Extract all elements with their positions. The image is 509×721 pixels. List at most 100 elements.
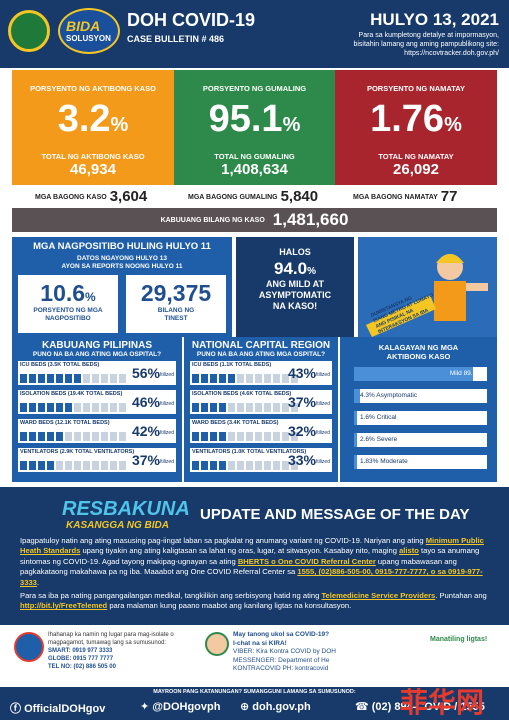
bed-icons-bar bbox=[20, 457, 130, 470]
bed-icon bbox=[201, 403, 208, 412]
bed-icon bbox=[65, 403, 72, 412]
bed-icon bbox=[110, 461, 117, 470]
bed-icon bbox=[101, 374, 108, 383]
contact-section bbox=[0, 625, 509, 687]
hospital-row: VENTILATORS (1.0K TOTAL VENTILATORS) 33% U… bbox=[190, 448, 332, 472]
ncr-hospital-panel: NATIONAL CAPITAL REGION PUNO NA BA ANG A… bbox=[184, 337, 338, 482]
ph-title: KABUUANG PILIPINAS bbox=[41, 340, 152, 351]
active-label: PORSYENTO NG AKTIBONG KASO bbox=[30, 84, 156, 93]
bed-icon bbox=[74, 461, 81, 470]
update-paragraph-2: Para sa iba pa nating pangangailangan me… bbox=[20, 591, 487, 611]
facebook-link[interactable]: ⓕ OfficialDOHgov bbox=[10, 703, 106, 715]
bed-icons-bar bbox=[192, 370, 302, 383]
note-line: bisitahin lamang ang aming pampublikong … bbox=[353, 41, 499, 48]
case-status-fill bbox=[354, 455, 357, 469]
bed-icon bbox=[264, 374, 271, 383]
case-status-bar: 1.83% Moderate bbox=[354, 455, 487, 469]
bed-icon bbox=[47, 374, 54, 383]
hospital-row: WARD BEDS (3.4K TOTAL BEDS) 32% Utilized bbox=[190, 419, 332, 443]
bed-icon bbox=[101, 461, 108, 470]
distancing-poster: DUMISTANSYA NG ISANG METRO AT LUMAYO ANG P… bbox=[358, 237, 497, 337]
doh-seal-icon bbox=[8, 10, 50, 52]
bed-icon bbox=[219, 374, 226, 383]
tested-box: 29,375 BILANG NG TINEST bbox=[126, 275, 226, 333]
bed-icons-bar bbox=[20, 399, 130, 412]
bed-icon bbox=[255, 432, 262, 441]
bed-icon bbox=[255, 374, 262, 383]
ph-sub: PUNO NA BA ANG ATING MGA OSPITAL? bbox=[32, 351, 162, 358]
website-link[interactable]: ⊕ doh.gov.ph bbox=[240, 701, 311, 713]
bed-icon bbox=[29, 403, 36, 412]
bed-icons-bar bbox=[192, 399, 302, 412]
bed-icon bbox=[83, 403, 90, 412]
hospital-row-pct: 37% bbox=[287, 394, 316, 410]
twitter-link[interactable]: ✦ @DOHgovph bbox=[140, 701, 221, 713]
hotline-logo-icon bbox=[14, 632, 44, 662]
bed-icon bbox=[56, 432, 63, 441]
bed-icon bbox=[47, 461, 54, 470]
utilized-label: Utilized bbox=[157, 459, 174, 465]
hospital-row-label: WARD BEDS (12.1K TOTAL BEDS) bbox=[20, 420, 110, 426]
hospital-row-label: ICU BEDS (3.5K TOTAL BEDS) bbox=[20, 362, 100, 368]
bulletin-date: HULYO 13, 2021 bbox=[370, 10, 499, 29]
bed-icon bbox=[246, 403, 253, 412]
hospital-row: VENTILATORS (2.9K TOTAL VENTILATORS) 37% U… bbox=[18, 448, 176, 472]
bed-icon bbox=[110, 432, 117, 441]
hospital-row-label: ISOLATION BEDS (19.4K TOTAL BEDS) bbox=[20, 391, 123, 397]
bed-icon bbox=[291, 432, 298, 441]
bed-icon bbox=[291, 403, 298, 412]
telemed-link[interactable]: http://bit.ly/FreeTelemed bbox=[20, 601, 108, 611]
bed-icon bbox=[38, 403, 45, 412]
bed-icons-bar bbox=[192, 457, 302, 470]
bed-icon bbox=[246, 374, 253, 383]
bed-icon bbox=[246, 432, 253, 441]
recovered-label: PORSYENTO NG GUMALING bbox=[202, 84, 307, 93]
bida-logo-text: BIDA bbox=[66, 18, 101, 34]
bed-icon bbox=[92, 403, 99, 412]
bed-icon bbox=[47, 403, 54, 412]
update-section bbox=[0, 487, 509, 625]
bed-icon bbox=[282, 403, 289, 412]
new-recovered: MGA BAGONG GUMALING 5,840 bbox=[188, 188, 319, 205]
hospital-row: ISOLATION BEDS (4.6K TOTAL BEDS) 37% Utili… bbox=[190, 390, 332, 414]
update-title: UPDATE AND MESSAGE OF THE DAY bbox=[200, 506, 470, 523]
active-sub: TOTAL NG AKTIBONG KASO bbox=[41, 152, 145, 161]
case-status-bar: 4.3% Asymptomatic bbox=[354, 389, 487, 403]
active-pct: 3.2% bbox=[57, 98, 129, 140]
positivity-panel: MGA NAGPOSITIBO HULING HULYO 11 DATOS NG… bbox=[12, 237, 232, 337]
phone-icon: ☎ bbox=[355, 701, 372, 713]
bed-icon bbox=[119, 374, 126, 383]
bed-icon bbox=[228, 461, 235, 470]
bed-icon bbox=[83, 432, 90, 441]
bed-icon bbox=[110, 374, 117, 383]
bed-icon bbox=[192, 432, 199, 441]
facebook-icon: ⓕ bbox=[10, 703, 25, 715]
bed-icon bbox=[291, 374, 298, 383]
bed-icon bbox=[92, 432, 99, 441]
total-cases-bar: KABUUANG BILANG NG KASO 1,481,660 bbox=[12, 208, 497, 232]
tracker-link[interactable]: https://ncovtracker.doh.gov.ph/ bbox=[404, 50, 499, 57]
hospital-row-label: ISOLATION BEDS (4.6K TOTAL BEDS) bbox=[192, 391, 292, 397]
bed-icon bbox=[201, 374, 208, 383]
bed-icon bbox=[273, 403, 280, 412]
case-status-label: 1.83% Moderate bbox=[360, 458, 408, 465]
bulletin-number: CASE BULLETIN # 486 bbox=[127, 34, 225, 44]
case-status-fill bbox=[354, 433, 358, 447]
globe-icon: ⊕ bbox=[240, 701, 253, 713]
deaths-num: 26,092 bbox=[393, 161, 439, 178]
new-cases: MGA BAGONG KASO 3,604 bbox=[35, 188, 148, 205]
bed-icon bbox=[83, 374, 90, 383]
bed-icon bbox=[38, 432, 45, 441]
footer-note: MAYROON PANG KATANUNGAN? SUMANGGUNI LAMA… bbox=[153, 689, 356, 695]
bed-icon bbox=[228, 374, 235, 383]
case-status-bar: 2.6% Severe bbox=[354, 433, 487, 447]
utilized-label: Utilized bbox=[313, 372, 330, 378]
bed-icon bbox=[255, 461, 262, 470]
bed-icon bbox=[29, 432, 36, 441]
bed-icon bbox=[210, 374, 217, 383]
bed-icon bbox=[101, 403, 108, 412]
bed-icon bbox=[65, 374, 72, 383]
bed-icons-bar bbox=[20, 370, 130, 383]
bed-icon bbox=[273, 432, 280, 441]
bed-icon bbox=[92, 374, 99, 383]
